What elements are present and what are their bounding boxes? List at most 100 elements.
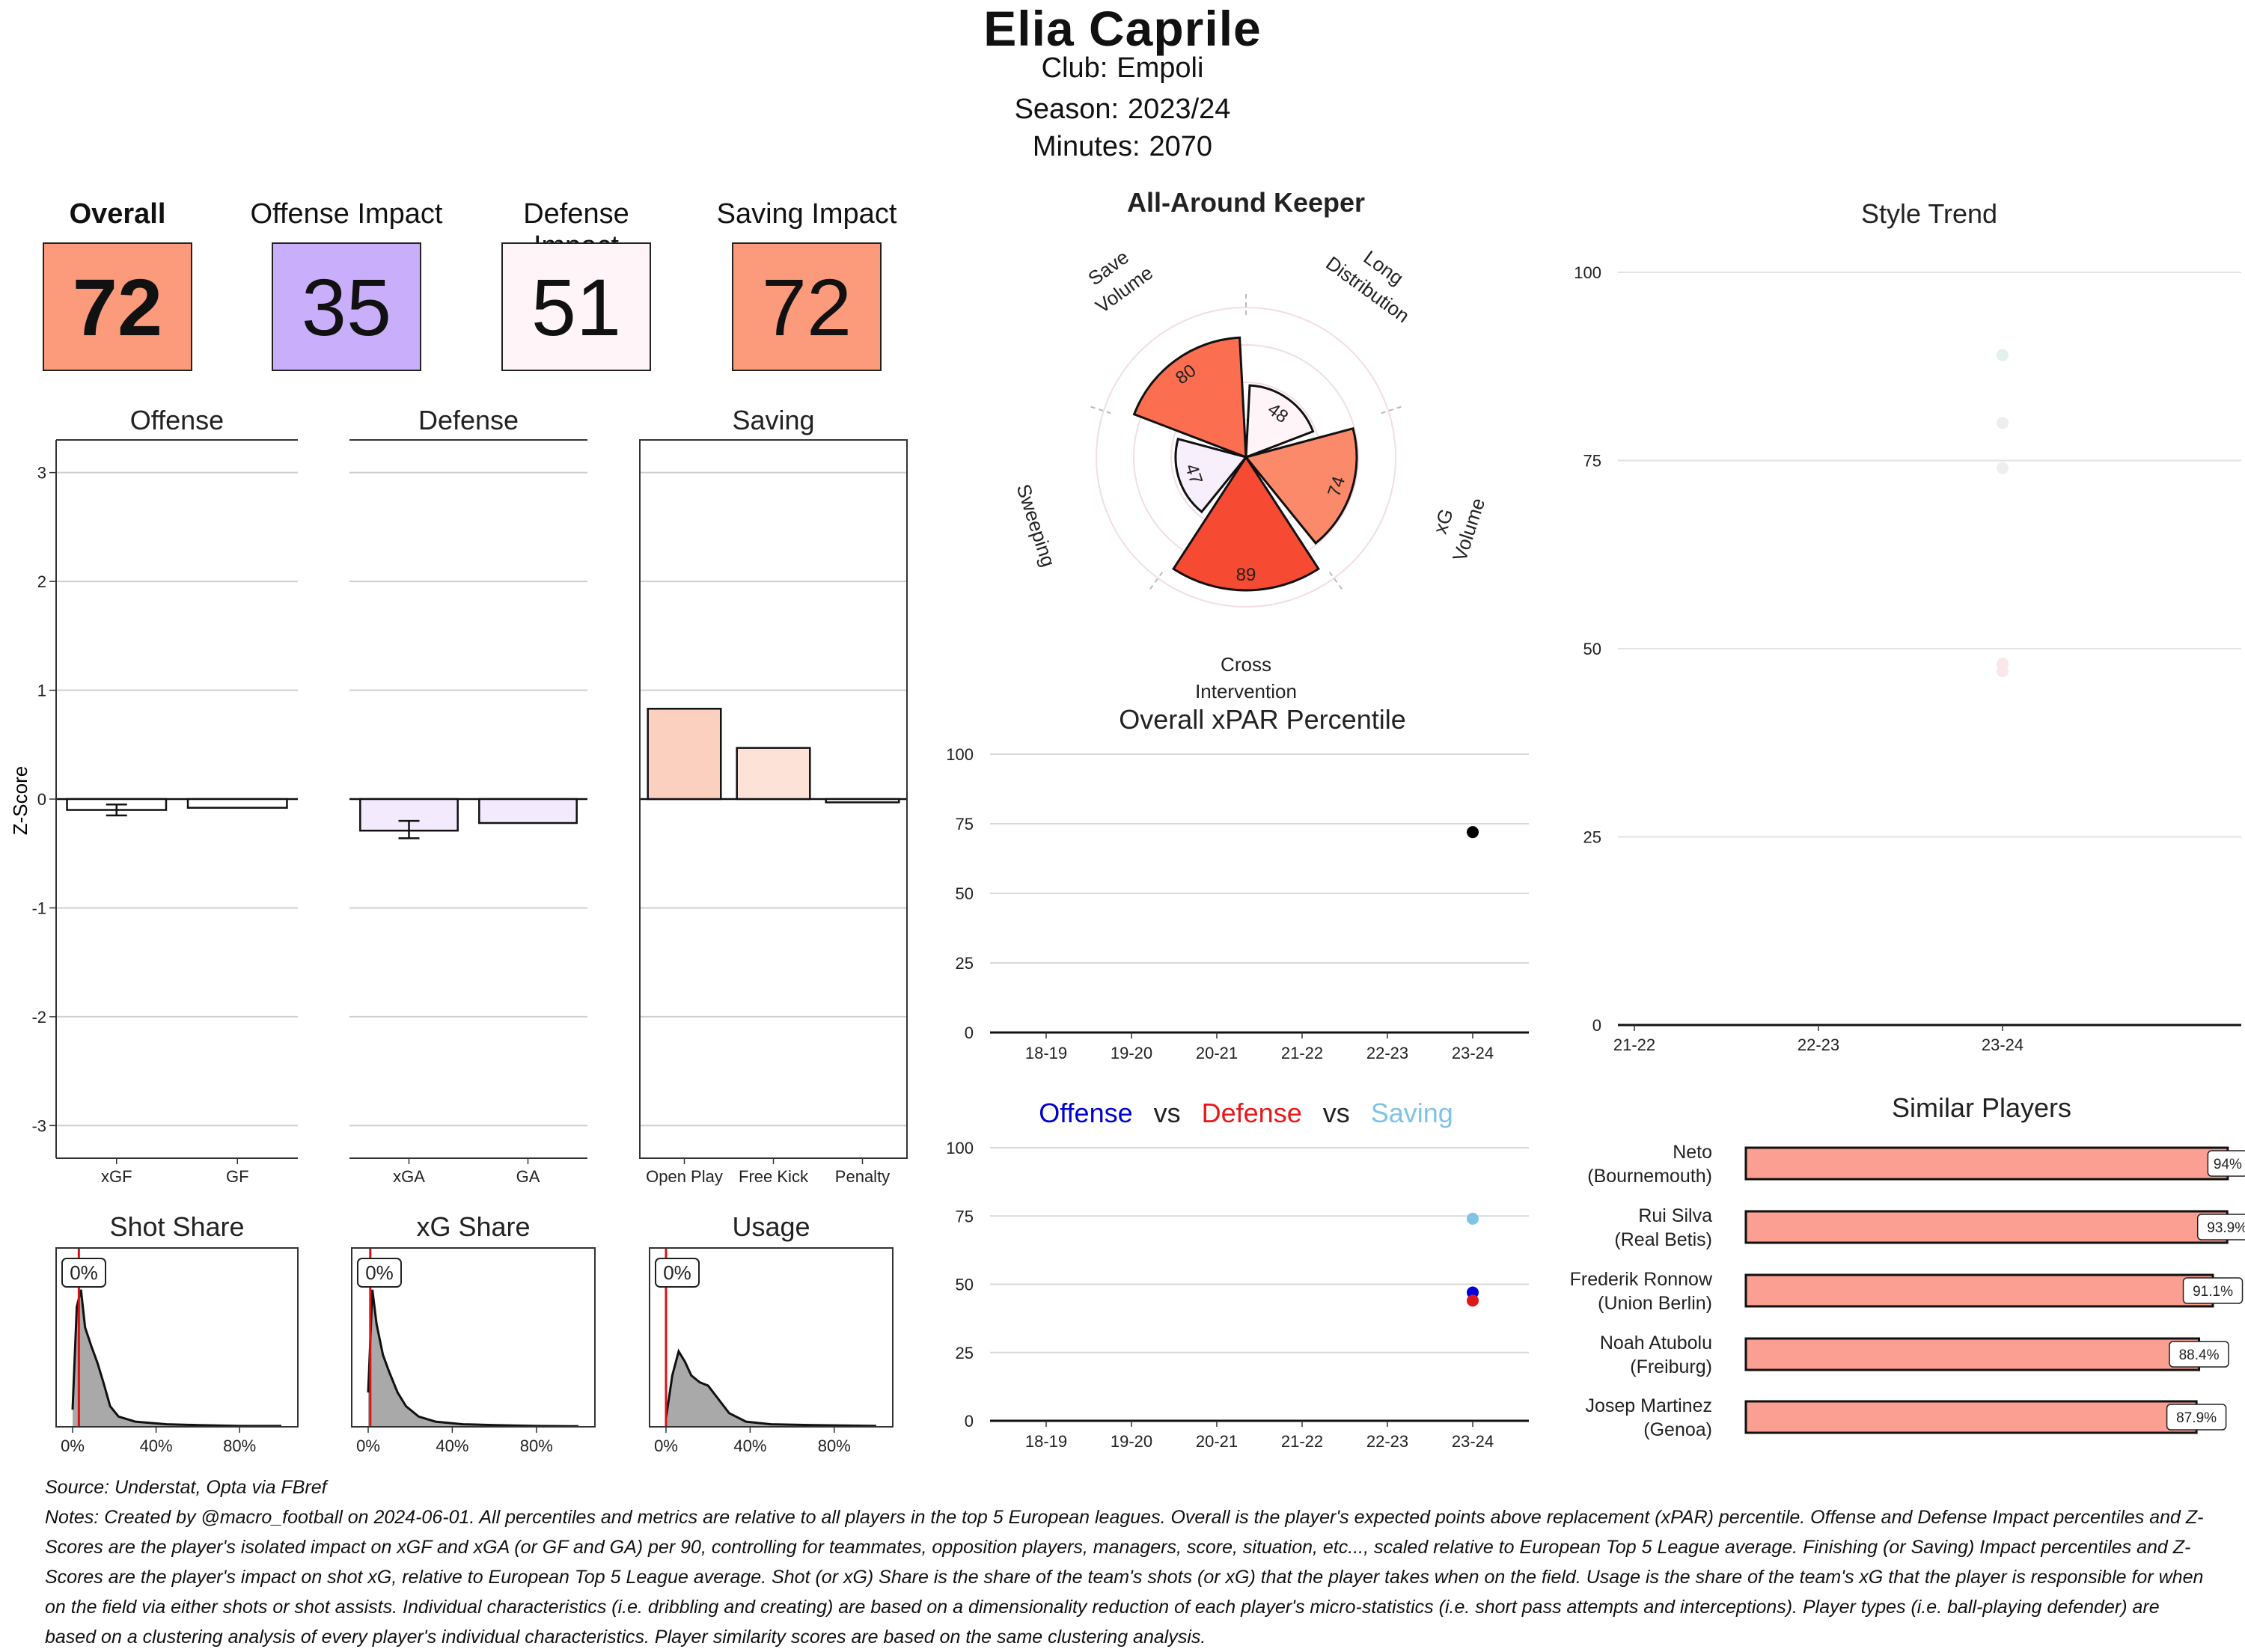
- similar-value-label: 94%: [2214, 1157, 2242, 1172]
- xtick-label: 23-24: [1452, 1044, 1494, 1062]
- radar-category-line: xG: [1429, 506, 1458, 536]
- zscore-bar: [186, 798, 288, 809]
- radar-segment: [1132, 336, 1247, 459]
- density-line: [71, 1289, 281, 1428]
- xtick-label: 22-23: [1366, 1044, 1408, 1062]
- zscore-panel-saving: Saving Open Play Free Kick Penalty: [639, 405, 908, 1186]
- similar-bar: [1744, 1146, 2229, 1181]
- radar-spoke: [1089, 406, 1111, 414]
- zscore-ytick: -3: [31, 1116, 46, 1135]
- marker-label: 0%: [663, 1261, 691, 1284]
- minutes-label: Minutes:: [1032, 131, 1140, 162]
- share-xtick-label: 0%: [356, 1437, 380, 1455]
- similar-bar: [1744, 1337, 2201, 1371]
- share-panel-title: Usage: [732, 1211, 810, 1242]
- share-xtick-label: 0%: [654, 1437, 678, 1455]
- xtick-label: 22-23: [1366, 1432, 1408, 1451]
- zscore-category-label: Free Kick: [739, 1167, 809, 1186]
- radar-spoke: [1328, 572, 1344, 591]
- similar-value-label: 87.9%: [2176, 1410, 2217, 1426]
- similar-value-box: [2207, 1150, 2245, 1177]
- zscore-bar: [825, 798, 900, 804]
- xtick-label: 23-24: [1452, 1432, 1494, 1451]
- marker-label: 0%: [70, 1261, 98, 1284]
- style-point: [1997, 417, 2009, 429]
- similar-player-name: Frederik Ronnow: [1570, 1269, 1713, 1290]
- ods-title-part: Defense: [1202, 1098, 1302, 1128]
- player-name: Elia Caprile: [983, 1, 1262, 56]
- share-xtick-label: 80%: [818, 1437, 851, 1455]
- radar-segment: [1172, 455, 1320, 592]
- zscore-bar: [647, 708, 722, 801]
- similar-player-name: Rui Silva: [1638, 1205, 1712, 1226]
- zscore-category-label: Open Play: [646, 1167, 723, 1186]
- zscore-category-label: GA: [516, 1167, 540, 1186]
- kpi-overall-title: Overall: [69, 198, 166, 230]
- source-note: Source: Understat, Opta via FBref: [45, 1477, 327, 1498]
- kpi-saving-title: Saving Impact: [716, 198, 897, 230]
- share-xtick-label: 40%: [140, 1437, 173, 1455]
- share-panel-1: xG Share 0% 0% 40% 80%: [351, 1211, 596, 1455]
- minutes-value: 2070: [1149, 131, 1213, 162]
- zscore-panel-title: Saving: [732, 405, 814, 435]
- radar-spoke: [1148, 572, 1164, 591]
- style-title: Style Trend: [1861, 198, 1997, 229]
- radar-category-line: Intervention: [1195, 680, 1297, 703]
- zscore-bar: [478, 798, 578, 825]
- density-area: [368, 1289, 578, 1427]
- share-xtick-label: 80%: [223, 1437, 256, 1455]
- share-xtick-label: 0%: [61, 1437, 85, 1455]
- style-point: [1997, 665, 2009, 678]
- zscore-ytick: 2: [37, 572, 46, 591]
- radar-segment: [1244, 384, 1315, 459]
- similar-player-name: Neto: [1673, 1142, 1712, 1163]
- xtick-label: 18-19: [1025, 1432, 1067, 1451]
- kpi-offense-title: Offense Impact: [250, 198, 443, 230]
- xtick-label: 21-22: [1281, 1432, 1323, 1451]
- marker-label-box: [357, 1258, 402, 1288]
- radar-category-label: Sweeping: [1012, 481, 1060, 569]
- radar-segment: [1244, 426, 1358, 545]
- share-xtick-label: 80%: [520, 1437, 553, 1455]
- xpar-point: [1467, 826, 1479, 839]
- ytick-label: 100: [946, 1139, 974, 1157]
- zscore-panel-title: Defense: [418, 405, 519, 435]
- radar-segment: [1174, 437, 1248, 514]
- season-value: 2023/24: [1128, 94, 1231, 125]
- ytick-label: 75: [956, 815, 974, 833]
- marker-label: 0%: [365, 1261, 394, 1284]
- similar-bar: [1744, 1210, 2229, 1244]
- club-label: Club:: [1041, 52, 1108, 84]
- share-panel-title: Shot Share: [109, 1211, 244, 1242]
- zscore-ytick: 1: [37, 682, 46, 700]
- similar-player-club: (Genoa): [1643, 1419, 1712, 1440]
- style-point: [1997, 462, 2009, 474]
- similar-players-chart: Similar Players Neto (Bournemouth) 94% Rui S…: [1570, 1092, 2245, 1440]
- zscore-category-label: GF: [226, 1167, 249, 1186]
- ods-title-part: vs: [1154, 1098, 1181, 1128]
- zscore-panel-offense: Offense xGF GF: [55, 405, 298, 1186]
- radar-grid-ring: [1096, 307, 1396, 608]
- ytick-label: 25: [956, 954, 974, 973]
- radar-title: All-Around Keeper: [1127, 187, 1365, 218]
- ytick-label: 100: [1574, 263, 1601, 282]
- density-line: [665, 1348, 877, 1428]
- ytick-label: 50: [956, 1276, 974, 1294]
- zscore-category-label: xGF: [101, 1167, 132, 1186]
- season-line: Season: 2023/24: [0, 94, 2245, 126]
- similar-player-club: (Union Berlin): [1598, 1293, 1712, 1314]
- notes-text: Notes: Created by @macro_football on 202…: [45, 1507, 2204, 1648]
- kpi-saving-value: 72: [732, 242, 882, 371]
- similar-value-box: [2182, 1277, 2244, 1304]
- ytick-label: 25: [956, 1344, 974, 1362]
- similar-player-name: Noah Atubolu: [1600, 1333, 1712, 1353]
- radar-category-line: Volume: [1448, 495, 1489, 564]
- xpar-title: Overall xPAR Percentile: [1119, 704, 1405, 735]
- ytick-label: 50: [1583, 640, 1601, 658]
- density-line: [367, 1289, 579, 1428]
- zscore-category-label: xGA: [393, 1167, 425, 1186]
